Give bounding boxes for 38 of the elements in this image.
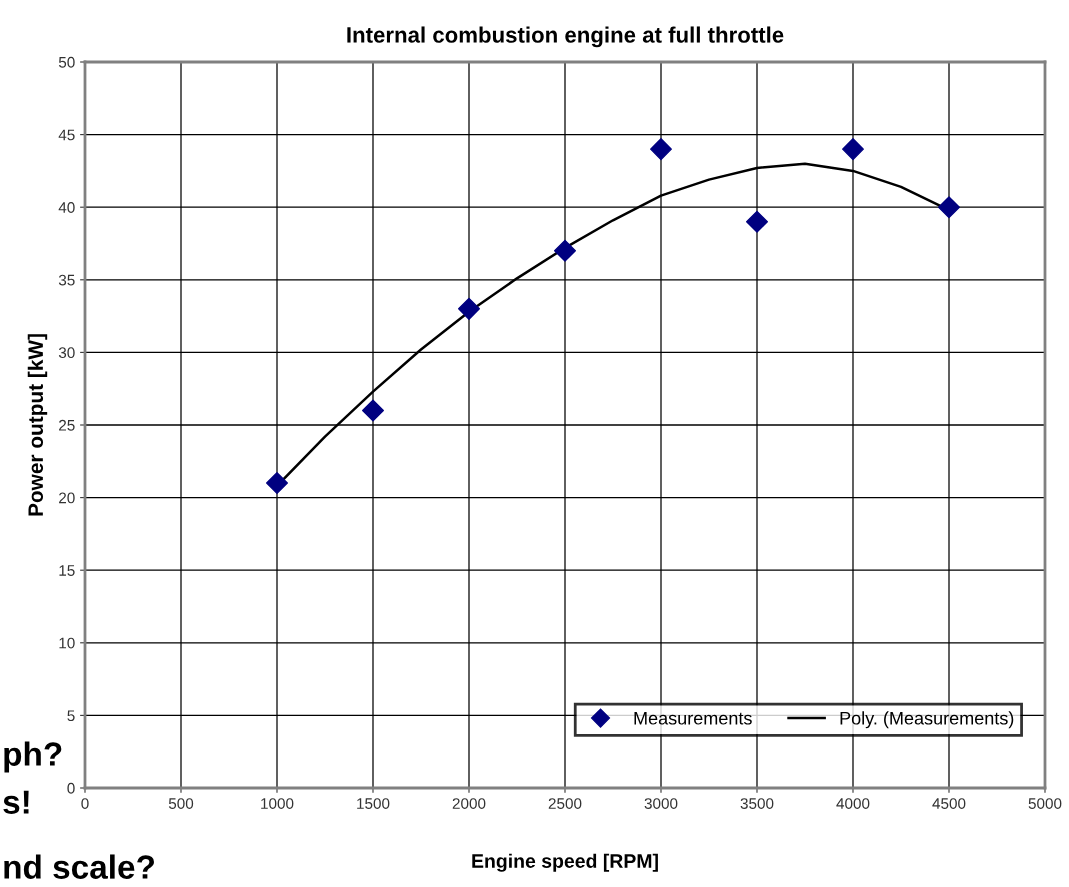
y-tick-label: 10 [59, 637, 75, 649]
point [842, 138, 864, 161]
point [266, 472, 288, 495]
x-tick-label: 3500 [740, 798, 774, 809]
x-tick-label: 4000 [836, 798, 870, 809]
text: nd scale? [4, 854, 154, 879]
x-tick-label: 5000 [1028, 798, 1062, 809]
x-tick-label: 0 [81, 798, 89, 809]
y-tick-label: 50 [58, 56, 75, 68]
point [554, 239, 576, 262]
text: s! [3, 790, 29, 814]
point [938, 196, 960, 219]
point [746, 210, 768, 233]
y-tick-label: 30 [58, 347, 75, 359]
y-tick-label: 35 [58, 274, 75, 286]
x-tick-label: 2500 [548, 798, 582, 809]
chart-title: Internal combustion engine at full throttle [347, 26, 784, 48]
legend-label: Measurements [634, 712, 752, 725]
point [458, 297, 480, 320]
y-tick-label: 5 [67, 710, 75, 722]
x-tick-label: 1000 [261, 798, 294, 809]
y-tick-label: 40 [58, 202, 75, 213]
x-tick-label: 4500 [932, 798, 966, 809]
y-tick-label: 20 [59, 492, 75, 504]
point [650, 138, 672, 161]
y-axis-title: Power output [kW] [27, 334, 48, 516]
y-tick-label: 0 [67, 782, 75, 794]
x-tick-label: 500 [168, 798, 194, 809]
legend-label: Poly. (Measurements) [840, 711, 1014, 729]
point [362, 399, 384, 422]
x-tick-label: 2000 [452, 798, 486, 809]
x-axis-title: Engine speed [RPM] [472, 853, 658, 872]
x-tick-label: 1500 [357, 798, 390, 809]
y-tick-label: 25 [59, 419, 75, 431]
y-tick-label: 15 [59, 565, 75, 576]
text: ph? [4, 741, 62, 773]
x-tick-label: 3000 [644, 798, 678, 809]
y-tick-label: 45 [58, 129, 75, 141]
